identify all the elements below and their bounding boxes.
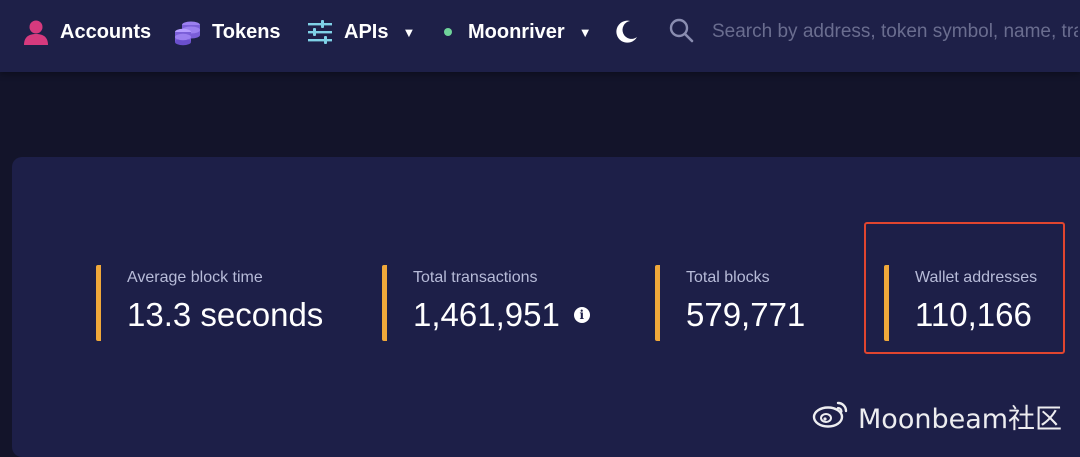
stat-value: 1,461,951 xyxy=(413,296,560,333)
stat-value: 579,771 xyxy=(686,296,806,333)
nav-apis-label: APIs xyxy=(344,20,389,43)
stat-label: Wallet addresses xyxy=(915,269,1038,286)
stat-value: 110,166 xyxy=(915,296,1032,333)
search-input[interactable] xyxy=(710,20,1080,44)
stat-total-transactions: Total transactions 1,461,951 i xyxy=(382,265,590,341)
info-icon[interactable]: i xyxy=(573,307,590,323)
network-selector[interactable]: Moonriver ▼ xyxy=(444,0,592,64)
watermark-text: Moonbeam社区 xyxy=(858,403,1063,435)
stats-card xyxy=(12,157,1080,457)
highlight-box xyxy=(864,222,1065,354)
coins-icon xyxy=(174,18,202,46)
watermark: Moonbeam社区 xyxy=(812,396,1062,436)
stat-label: Total blocks xyxy=(686,269,770,286)
nav-tokens[interactable]: Tokens xyxy=(174,0,281,64)
theme-toggle-button[interactable] xyxy=(612,0,640,64)
nav-accounts[interactable]: Accounts xyxy=(22,0,151,64)
sliders-icon xyxy=(306,18,334,46)
network-status-dot xyxy=(444,28,452,36)
stat-label: Average block time xyxy=(127,269,263,286)
stat-value: 13.3 seconds xyxy=(127,296,324,333)
chevron-down-icon: ▼ xyxy=(578,24,592,40)
stat-label: Total transactions xyxy=(413,269,538,286)
moon-icon xyxy=(612,18,640,46)
nav-apis-dropdown[interactable]: APIs ▼ xyxy=(306,0,415,64)
nav-tokens-label: Tokens xyxy=(212,20,281,43)
network-label: Moonriver xyxy=(468,20,565,43)
user-icon xyxy=(22,18,50,46)
stat-average-block-time: Average block time 13.3 seconds xyxy=(96,265,323,341)
stat-wallet-addresses: Wallet addresses 110,166 xyxy=(884,265,1037,341)
search-icon xyxy=(668,17,694,48)
weibo-icon xyxy=(812,398,850,435)
top-navigation-bar: Accounts Tokens xyxy=(0,0,1080,72)
chevron-down-icon: ▼ xyxy=(402,24,416,40)
stat-total-blocks: Total blocks 579,771 xyxy=(655,265,805,341)
search-bar xyxy=(668,0,1080,64)
nav-accounts-label: Accounts xyxy=(60,20,152,43)
